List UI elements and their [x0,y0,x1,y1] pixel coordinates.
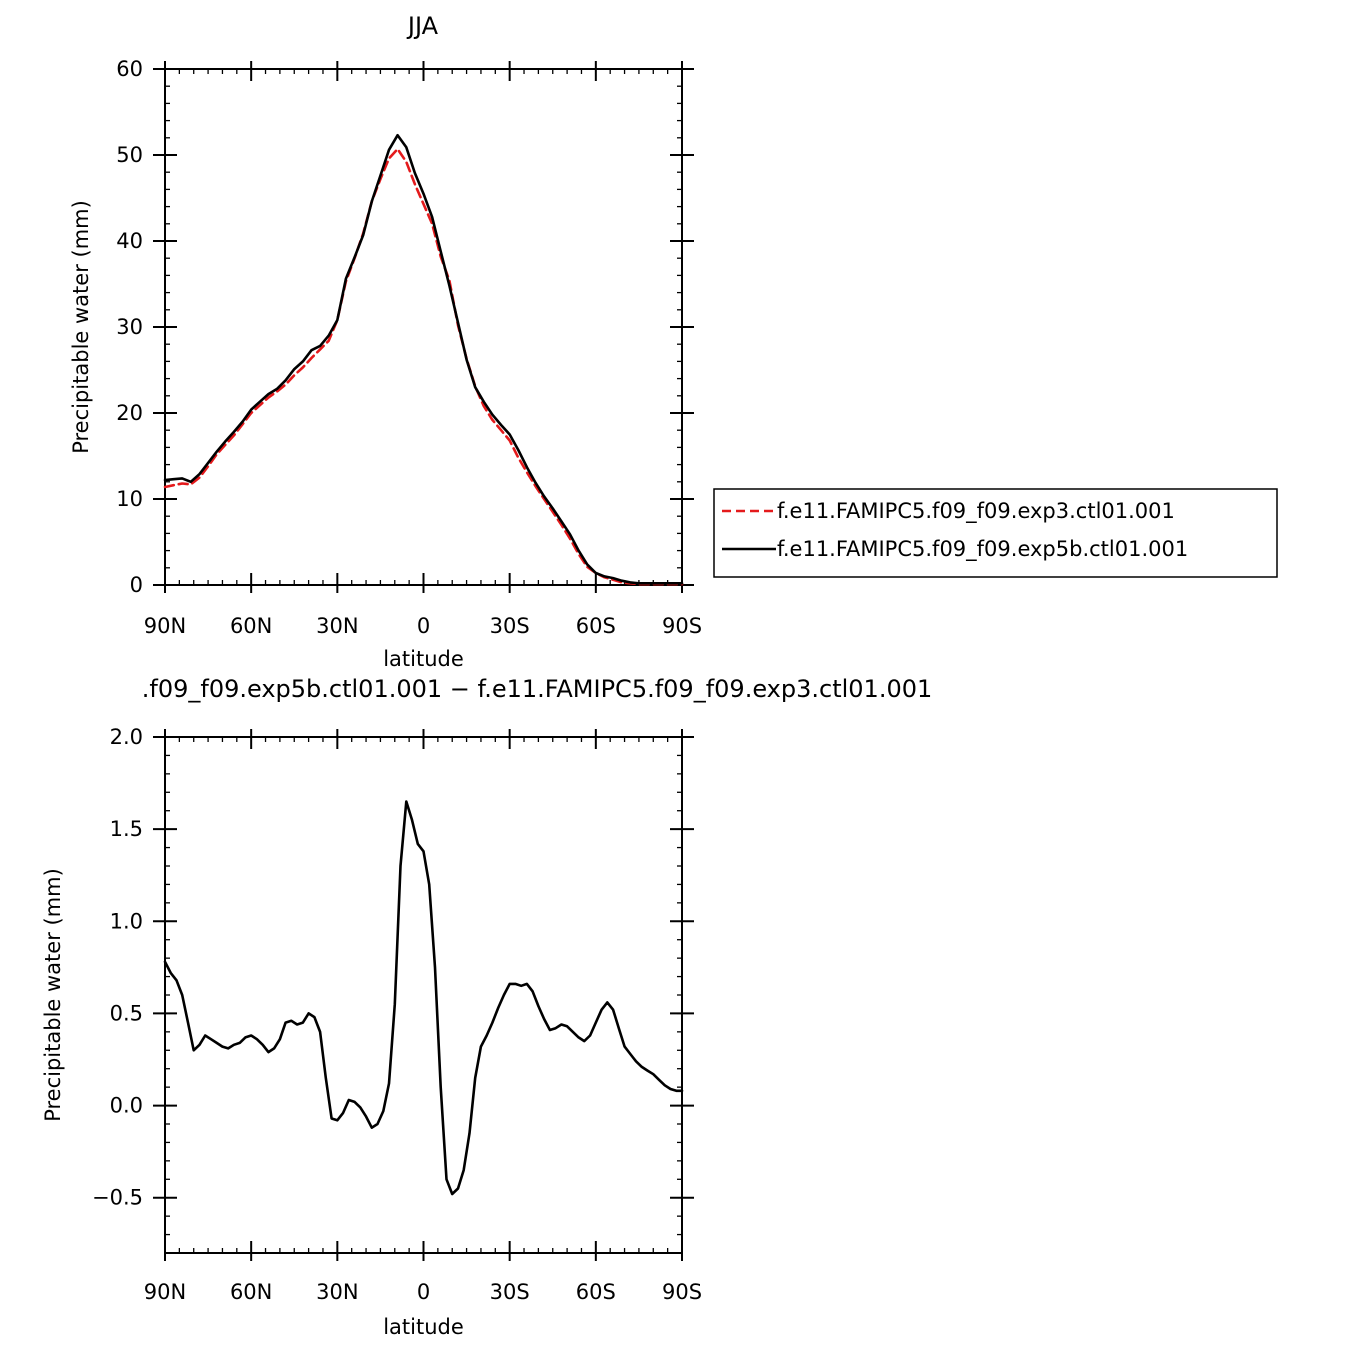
y-tick-label: −0.5 [92,1186,143,1210]
y-tick-label: 30 [116,315,143,339]
x-tick-label: 0 [417,614,430,638]
y-tick-label: 1.0 [110,909,143,933]
x-tick-label: 30S [490,614,530,638]
x-tick-label: 60N [230,1280,272,1304]
x-tick-label: 60N [230,614,272,638]
x-axis-title: latitude [383,1315,464,1339]
y-tick-label: 40 [116,229,143,253]
y-tick-label: 2.0 [110,725,143,749]
y-tick-label: 60 [116,57,143,81]
x-axis-title: latitude [383,647,464,671]
y-tick-label: 10 [116,487,143,511]
x-tick-label: 90S [662,614,702,638]
x-tick-label: 90N [144,1280,186,1304]
x-tick-label: 90S [662,1280,702,1304]
y-axis-title: Precipitable water (mm) [41,868,65,1122]
series-line-1 [163,800,684,1196]
y-tick-label: 0 [130,573,143,597]
chart-title: JJA [406,12,439,40]
y-tick-label: 0.5 [110,1001,143,1025]
y-tick-label: 0.0 [110,1094,143,1118]
x-tick-label: 90N [144,614,186,638]
plot-frame [164,68,683,586]
x-tick-label: 60S [576,1280,616,1304]
x-tick-label: 30N [316,1280,358,1304]
y-tick-label: 1.5 [110,817,143,841]
chart-title: .f09_f09.exp5b.ctl01.001 − f.e11.FAMIPC5… [142,675,933,703]
plot-frame [164,736,683,1254]
legend: f.e11.FAMIPC5.f09_f09.exp3.ctl01.001 f.e1… [713,488,1278,578]
y-tick-label: 20 [116,401,143,425]
series-line-2 [163,133,684,585]
x-tick-label: 0 [417,1280,430,1304]
x-tick-label: 60S [576,614,616,638]
legend-label-1: f.e11.FAMIPC5.f09_f09.exp3.ctl01.001 [777,499,1175,524]
legend-box [713,488,1278,578]
chart-1: JJA 90N 60N 30N 0 30S 60S 90S 0 10 20 30 40 50 60 latit… [69,12,1278,671]
x-tick-label: 30N [316,614,358,638]
y-tick-label: 50 [116,143,143,167]
y-axis-title: Precipitable water (mm) [69,200,93,454]
chart-2: .f09_f09.exp5b.ctl01.001 − f.e11.FAMIPC5… [41,675,932,1339]
legend-label-2: f.e11.FAMIPC5.f09_f09.exp5b.ctl01.001 [777,537,1188,562]
series-line-1 [163,147,684,586]
x-tick-label: 30S [490,1280,530,1304]
